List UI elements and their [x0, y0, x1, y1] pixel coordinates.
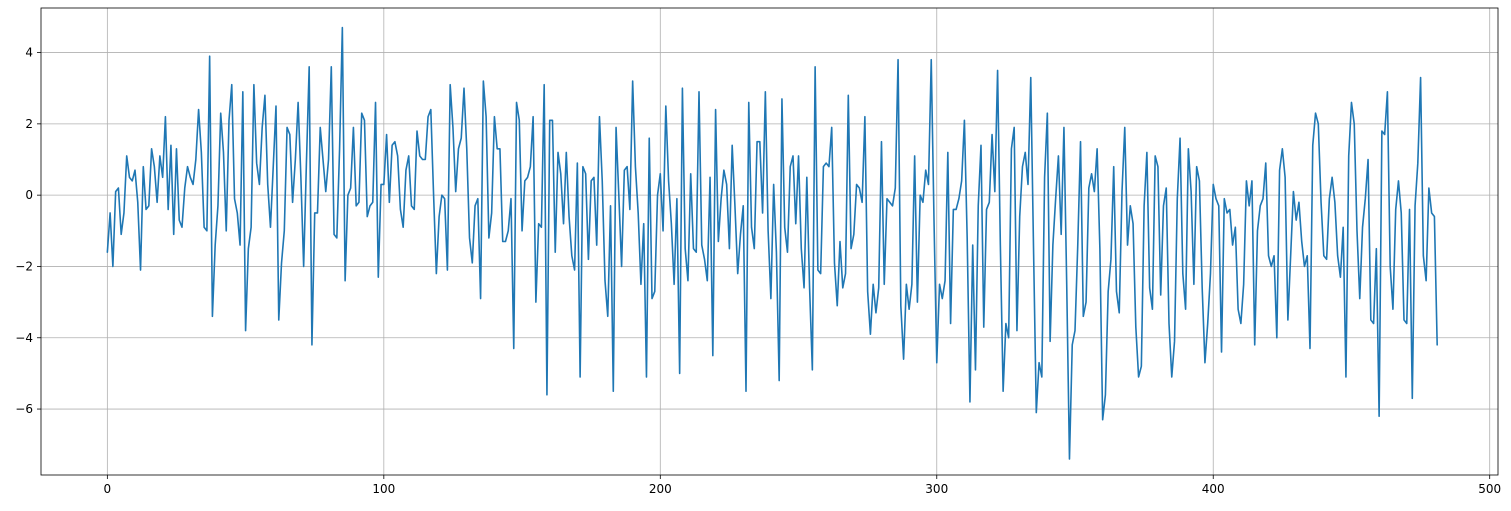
y-tick-label: −4 — [15, 331, 33, 345]
x-tick-label: 500 — [1478, 482, 1501, 496]
plot-frame — [40, 7, 1499, 476]
x-tick-label: 100 — [372, 482, 395, 496]
x-tick-label: 300 — [925, 482, 948, 496]
x-tick-label: 0 — [104, 482, 112, 496]
x-axis: 0 100 200 300 400 500 — [104, 475, 1501, 496]
y-tick-label: −2 — [15, 259, 33, 273]
y-tick-label: 2 — [25, 117, 33, 131]
x-tick-label: 400 — [1202, 482, 1225, 496]
y-axis: −6 −4 −2 0 2 4 — [15, 46, 41, 416]
plot-background — [41, 8, 1498, 475]
y-tick-label: −6 — [15, 402, 33, 416]
y-tick-label: 0 — [25, 188, 33, 202]
series-group — [106, 26, 1438, 460]
series-line — [106, 26, 1438, 460]
y-tick-label: 4 — [25, 46, 33, 60]
x-tick-label: 200 — [649, 482, 672, 496]
